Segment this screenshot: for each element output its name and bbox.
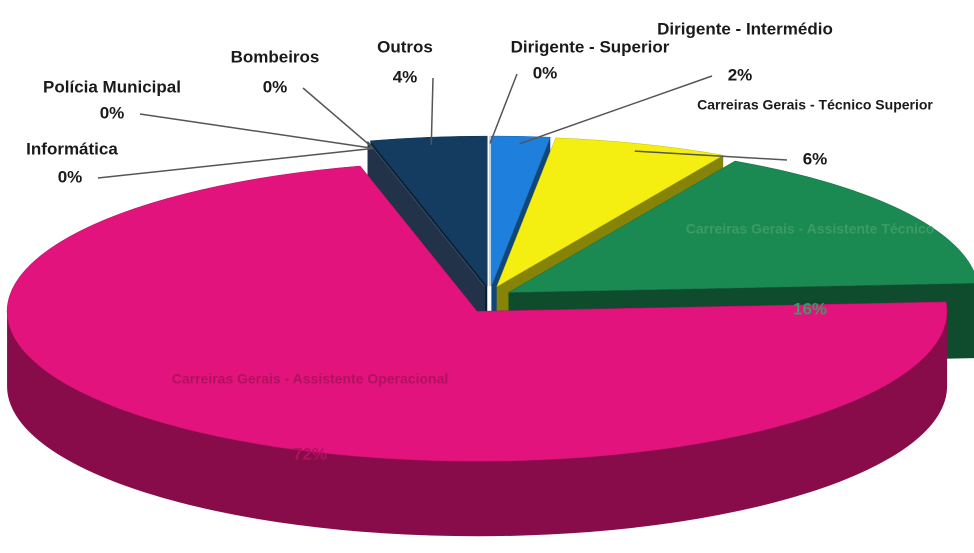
value-label: 16%: [793, 299, 827, 318]
category-label: Carreiras Gerais - Técnico Superior: [697, 97, 933, 113]
slice: [369, 135, 488, 287]
leader-line: [519, 75, 713, 145]
value-label: 0%: [100, 103, 125, 122]
value-label: 2%: [728, 65, 753, 84]
pie-tops: [6, 135, 974, 462]
value-label: 4%: [393, 67, 418, 86]
category-label: Dirigente - Superior: [511, 37, 670, 56]
category-label: Carreiras Gerais - Assistente Técnico: [686, 221, 935, 237]
slice: [6, 165, 948, 462]
category-label: Outros: [377, 37, 433, 56]
leader-line: [302, 87, 374, 149]
leader-line: [139, 113, 374, 150]
leader-line: [489, 73, 518, 144]
value-label: 6%: [803, 149, 828, 168]
slice: [491, 135, 551, 287]
leader-line: [430, 77, 434, 145]
category-label: Bombeiros: [231, 47, 320, 66]
slice-wall: [7, 311, 948, 537]
labels: Dirigente - Superior 0% Dirigente - Interm…: [26, 19, 934, 463]
slice: [507, 160, 974, 293]
value-label: 0%: [263, 77, 288, 96]
leader-line: [634, 150, 788, 161]
value-label: 0%: [58, 167, 83, 186]
leader-line: [97, 147, 374, 179]
value-label: 72%: [293, 444, 327, 463]
category-label: Informática: [26, 139, 118, 158]
category-label: Dirigente - Intermédio: [657, 19, 833, 38]
slice: [496, 137, 724, 288]
category-label: Carreiras Gerais - Assistente Operaciona…: [172, 371, 449, 387]
value-label: 0%: [533, 63, 558, 82]
category-label: Polícia Municipal: [43, 77, 181, 96]
